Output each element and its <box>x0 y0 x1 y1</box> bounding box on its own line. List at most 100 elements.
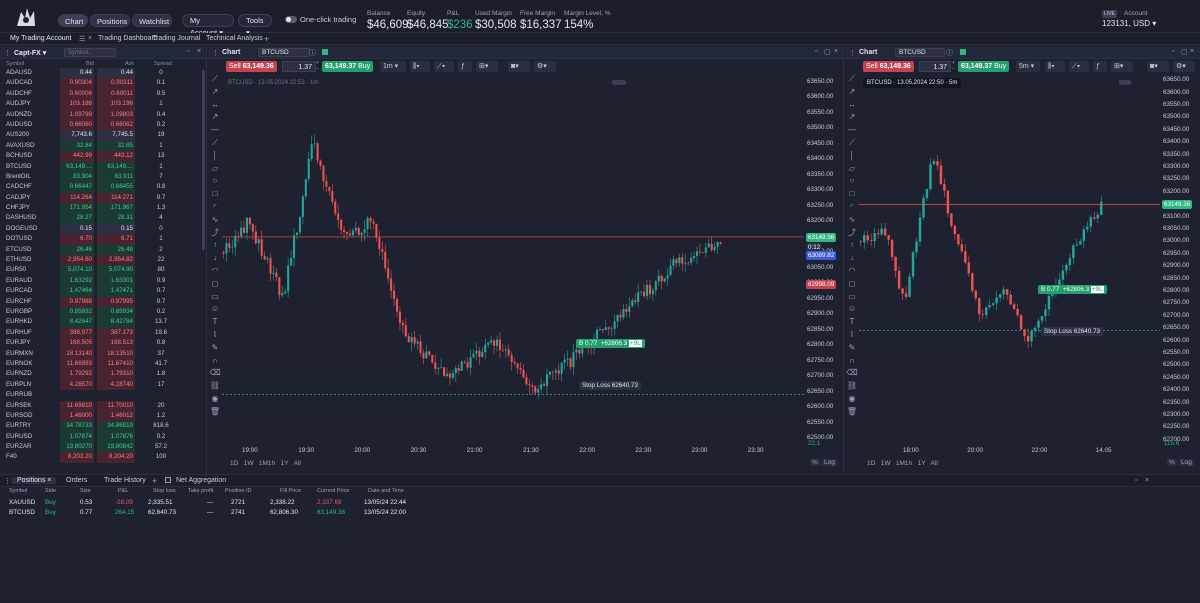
watchlist-row[interactable]: EURAUD 1.63292 1.63301 0.9 <box>0 275 206 287</box>
magnet-icon[interactable]: ∩ <box>849 355 855 365</box>
down-arrow-icon[interactable]: ↓ <box>213 253 217 263</box>
watchlist-row[interactable]: EURSGD 1.46000 1.46012 1.2 <box>0 410 206 422</box>
chart-1-plot[interactable] <box>222 74 804 446</box>
watchlist-bid[interactable]: 171.954 <box>60 203 94 214</box>
emoji-icon[interactable]: ☺ <box>847 304 857 314</box>
vertical-line-icon[interactable]: │ <box>849 150 855 160</box>
watchlist-row[interactable]: EURUSD 1.07874 1.07876 0.2 <box>0 431 206 443</box>
watchlist-row[interactable]: EURTRY 34.78733 34.86919 818.6 <box>0 421 206 432</box>
eye-icon[interactable]: ◉ <box>848 393 856 403</box>
eraser-icon[interactable]: ⌫ <box>209 368 221 378</box>
text-icon[interactable]: T <box>212 317 218 327</box>
maximize-icon[interactable]: ▫ <box>187 48 190 55</box>
stop-loss-marker[interactable]: Stop Loss 62640.73 <box>579 381 642 391</box>
down-arrow-icon[interactable]: ↓ <box>850 253 854 263</box>
watchlist-ask[interactable]: 114.271 <box>97 192 135 204</box>
watchlist-ask[interactable]: 387.173 <box>97 327 135 339</box>
col-pnl[interactable]: P&L <box>118 488 129 494</box>
info-icon[interactable]: ⓘ <box>309 50 316 57</box>
watchlist-row[interactable]: EURPLN 4.28570 4.28740 17 <box>0 379 206 391</box>
watchlist-row[interactable]: EURCHF 0.97988 0.97995 0.7 <box>0 296 206 307</box>
watchlist-ask[interactable]: 1.46012 <box>97 410 135 422</box>
ray-icon[interactable]: ↗ <box>848 112 856 122</box>
watchlist-row[interactable]: AUDCHF 0.60006 0.60011 0.5 <box>0 88 206 100</box>
watchlist-bid[interactable]: 6.70 <box>60 234 94 245</box>
watchlist-ask[interactable]: 11.67410 <box>97 358 135 370</box>
range-1w[interactable]: 1W <box>880 460 891 467</box>
watchlist-bid[interactable]: 442.99 <box>60 151 94 162</box>
pencil-icon[interactable]: ✎ <box>848 342 856 352</box>
chart-1-time-axis[interactable]: 19:00 19:30 20:00 20:30 21:00 21:30 22:00 22:30… <box>222 446 804 456</box>
watchlist-bid[interactable]: 0.97988 <box>60 296 94 307</box>
chart-1-collapse-handle[interactable] <box>612 80 626 85</box>
callout-icon[interactable]: ◻ <box>848 278 856 288</box>
watchlist-row[interactable]: AUDJPY 103.186 103.196 1 <box>0 99 206 110</box>
tab-technical-analysis[interactable]: Technical Analysis <box>206 35 263 42</box>
watchlist-bid[interactable]: 83.904 <box>60 171 94 183</box>
position-stop-loss[interactable]: 2,335.51 <box>148 499 173 506</box>
watchlist-bid[interactable]: 0.60006 <box>60 88 94 100</box>
close-icon[interactable]: × <box>88 35 93 42</box>
watchlist-ask[interactable]: 0.97995 <box>97 296 135 307</box>
col-spread[interactable]: Spread <box>154 61 172 67</box>
watchlist-bid[interactable]: 1.07874 <box>60 431 94 443</box>
watchlist-bid[interactable]: 11.66993 <box>60 358 94 370</box>
col-take-profit[interactable]: Take profit <box>188 488 214 494</box>
chart-2-collapse-handle[interactable] <box>1119 80 1131 85</box>
brush-icon[interactable]: ⌇ <box>213 329 217 339</box>
position-row[interactable]: XAUUSD Buy 0.53 -28.09 2,335.51 — 2721 2,338.22… <box>0 498 1200 508</box>
watchlist-row[interactable]: CADJPY 114.264 114.271 0.7 <box>0 192 206 204</box>
watchlist-ask[interactable]: 1.47471 <box>97 286 135 297</box>
watchlist-row[interactable]: CADCHF 0.66447 0.66455 0.8 <box>0 182 206 193</box>
col-bid[interactable]: Bid <box>86 61 94 67</box>
vertical-line-icon[interactable]: │ <box>212 150 218 160</box>
path-icon[interactable]: ⤴ <box>848 227 856 237</box>
watchlist-ask[interactable]: 2,954.82 <box>97 255 135 266</box>
watchlist-scrollbar[interactable] <box>202 70 205 250</box>
trend-line-icon[interactable]: ⟋ <box>212 137 218 147</box>
range-1d[interactable]: 1D <box>867 460 876 467</box>
symbol-search-input[interactable]: Symbol... <box>64 48 116 57</box>
watchlist-row[interactable]: AUDUSD 0.66060 0.66062 0.2 <box>0 119 206 131</box>
tab-trading-journal[interactable]: Trading Journal <box>152 35 201 42</box>
log-toggle[interactable]: Log <box>1179 459 1194 466</box>
watchlist-ask[interactable]: 28.31 <box>97 213 135 224</box>
ellipse-icon[interactable]: ○ <box>212 176 218 186</box>
watchlist-row[interactable]: ETHUSD 2,954.60 2,954.82 22 <box>0 255 206 266</box>
trend-line-icon[interactable]: ⟋ <box>849 137 855 147</box>
watchlist-ask[interactable]: 168.513 <box>97 338 135 349</box>
chart-2-time-axis[interactable]: 18:00 20:00 22:00 14.05 <box>859 446 1160 456</box>
watchlist-row[interactable]: EURJPY 168.505 168.513 0.8 <box>0 338 206 349</box>
watchlist-row[interactable]: EURNZD 1.79292 1.79310 1.8 <box>0 369 206 380</box>
chart-2-sell-button[interactable]: Sell 63,149.36 <box>863 61 914 72</box>
watchlist-bid[interactable]: 0.85932 <box>60 306 94 318</box>
chart-2-price-axis[interactable]: 63650.00 63600.00 63550.00 63500.00 63450.00… <box>1160 74 1200 446</box>
watchlist-bid[interactable]: 0.90304 <box>60 78 94 89</box>
col-current-price[interactable]: Current Price <box>317 488 350 494</box>
watchlist-ask[interactable]: 26.48 <box>97 244 135 256</box>
add-tab-icon[interactable]: + <box>152 476 158 486</box>
watchlist-ask[interactable]: 103.196 <box>97 99 135 110</box>
note-icon[interactable]: ▭ <box>211 291 219 301</box>
arc2-icon[interactable]: ◠ <box>211 265 219 275</box>
watchlist-bid[interactable]: 114.264 <box>60 192 94 204</box>
watchlist-bid[interactable]: 28.27 <box>60 213 94 224</box>
range-1m1h[interactable]: 1M1h <box>258 460 276 467</box>
up-arrow-icon[interactable]: ↑ <box>213 240 217 250</box>
position-marker[interactable]: B 0.77 +62806.3 +9L <box>576 339 645 349</box>
watchlist-row[interactable]: EURCAD 1.47464 1.47471 0.7 <box>0 286 206 297</box>
quantity-stepper[interactable]: + − <box>952 60 955 72</box>
position-stop-loss[interactable]: 62,640.73 <box>148 509 177 516</box>
trash-icon[interactable]: 🗑 <box>846 406 858 416</box>
layout-icon[interactable]: ⊞▾ <box>1111 61 1133 72</box>
watchlist-bid[interactable]: 1.09799 <box>60 109 94 120</box>
col-stop-loss[interactable]: Stop loss <box>153 488 176 494</box>
rectangle-icon[interactable]: □ <box>212 189 218 199</box>
curve-icon[interactable]: ∿ <box>848 214 856 224</box>
col-size[interactable]: Size <box>80 488 91 494</box>
pencil-icon[interactable]: ✎ <box>211 342 219 352</box>
hline-icon[interactable]: ↔ <box>211 99 219 109</box>
watchlist-row[interactable]: EURGBP 0.85932 0.85934 0.2 <box>0 306 206 318</box>
watchlist-ask[interactable]: 8.42784 <box>97 317 135 328</box>
drag-handle-icon[interactable]: ⋮ <box>212 50 219 57</box>
